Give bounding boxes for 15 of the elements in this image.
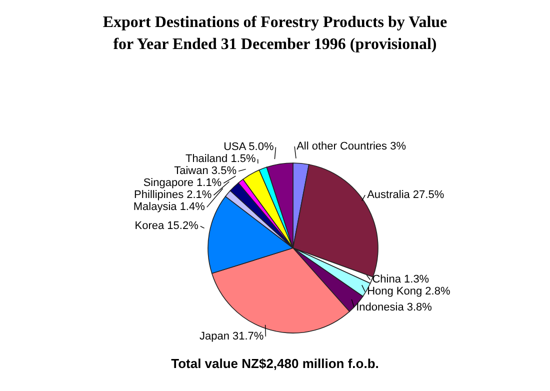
text: Total value NZ$2,480 million f.o.b. — [170, 356, 380, 371]
slice-label: Taiwan 3.5% — [174, 165, 237, 178]
slice-label: USA 5.0% — [224, 141, 274, 154]
slice-label: Australia 27.5% — [367, 189, 444, 202]
slice-label: Hong Kong 2.8% — [367, 286, 450, 298]
slice-label: Phillipines 2.1% — [134, 189, 212, 202]
slice-label: Japan 31.7% — [199, 330, 264, 342]
slice-label: China 1.3% — [372, 274, 430, 286]
slice-label: Indonesia 3.8% — [356, 301, 432, 314]
slice-label: Singapore 1.1% — [143, 177, 222, 190]
chart-title: Export Destinations of Forestry Products by Value for Year Ended 31 December 1996 (provisional) — [102, 13, 448, 55]
slice-label: Thailand 1.5% — [185, 153, 256, 166]
slice-label: Malaysia 1.4% — [133, 201, 206, 214]
slice-label: All other Countries 3% — [296, 140, 406, 152]
slice-label: Korea 15.2% — [134, 220, 199, 232]
